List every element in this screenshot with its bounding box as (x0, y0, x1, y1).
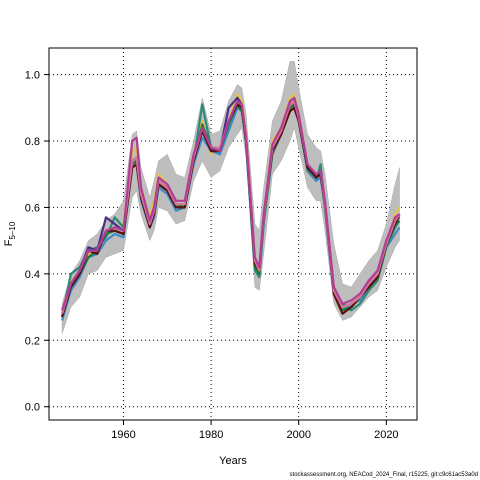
series-line-8 (61, 96, 401, 311)
y-axis-title-subscript: 5–10 (8, 221, 17, 239)
x-tick-label: 2020 (374, 429, 398, 441)
y-tick-label: 0.2 (25, 335, 40, 347)
y-tick-label: 0.6 (25, 202, 40, 214)
x-axis: 1960 1980 2000 2020 (111, 420, 399, 441)
x-axis-title: Years (219, 455, 247, 467)
y-axis-title-main: F (3, 239, 15, 246)
y-tick-label: 0.8 (25, 136, 40, 148)
y-tick-label: 1.0 (25, 70, 40, 82)
series-lines (61, 93, 401, 321)
x-tick-label: 1980 (199, 429, 223, 441)
y-tick-label: 0.0 (25, 402, 40, 414)
y-tick-label: 0.4 (25, 269, 40, 281)
x-tick-label: 1960 (111, 429, 135, 441)
y-axis: 0.0 0.2 0.4 0.6 0.8 1.0 (25, 70, 49, 414)
confidence-band (61, 61, 400, 334)
y-axis-title: F5–10 (3, 221, 17, 246)
confidence-band-area (61, 61, 400, 334)
plot-frame (48, 47, 418, 421)
x-tick-label: 2000 (286, 429, 310, 441)
footnote: stockassessment.org, NEACod_2024_Final, … (289, 472, 478, 478)
